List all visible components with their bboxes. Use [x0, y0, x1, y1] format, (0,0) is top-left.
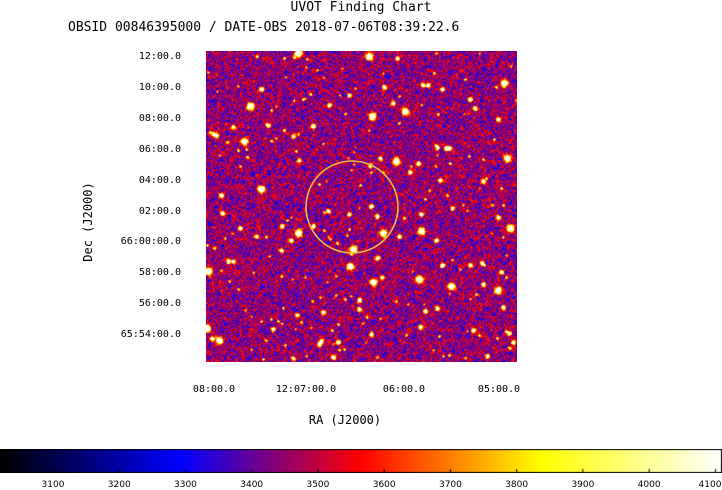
- colorbar-tick-label: 3400: [240, 480, 264, 490]
- x-tick-label: 12:07:00.0: [275, 384, 337, 395]
- y-tick-label: 06:00.0: [138, 144, 181, 155]
- x-axis-label: RA (J2000): [308, 413, 382, 427]
- chart-subtitle: OBSID 00846395000 / DATE-OBS 2018-07-06T…: [68, 20, 460, 35]
- y-tick-label: 02:00.0: [138, 206, 181, 217]
- y-tick-label: 08:00.0: [138, 113, 181, 124]
- colorbar-tick-label: 3300: [174, 480, 197, 490]
- x-tick-label: 06:00.0: [382, 384, 426, 395]
- colorbar-tick-label: 4000: [637, 480, 661, 490]
- colorbar-tick-label: 3800: [505, 480, 529, 490]
- colorbar-tick-label: 3200: [107, 480, 131, 490]
- colorbar: [0, 449, 722, 473]
- source-circle-overlay: [305, 160, 399, 254]
- colorbar-tick-label: 3600: [372, 480, 396, 490]
- y-tick-label: 65:54:00.0: [120, 329, 181, 340]
- y-tick-label: 12:00.0: [138, 51, 181, 62]
- x-tick-label: 08:00.0: [192, 384, 236, 395]
- y-tick-label: 04:00.0: [138, 175, 181, 186]
- chart-title: UVOT Finding Chart: [290, 0, 432, 15]
- x-tick-label: 05:00.0: [477, 384, 521, 395]
- colorbar-tick-label: 3900: [571, 480, 595, 490]
- y-tick-label: 10:00.0: [138, 82, 181, 93]
- colorbar-tick-label: 3700: [438, 480, 462, 490]
- y-axis-label: Dec (J2000): [81, 182, 95, 262]
- y-tick-label: 56:00.0: [138, 298, 181, 309]
- colorbar-tick-label: 3500: [306, 480, 330, 490]
- colorbar-tick-label: 3100: [41, 480, 65, 490]
- y-tick-label: 66:00:00.0: [120, 236, 181, 247]
- colorbar-tick-label: 4100: [698, 480, 722, 490]
- source-circle: [305, 160, 399, 254]
- y-tick-label: 58:00.0: [138, 267, 181, 278]
- sky-image: [206, 51, 517, 362]
